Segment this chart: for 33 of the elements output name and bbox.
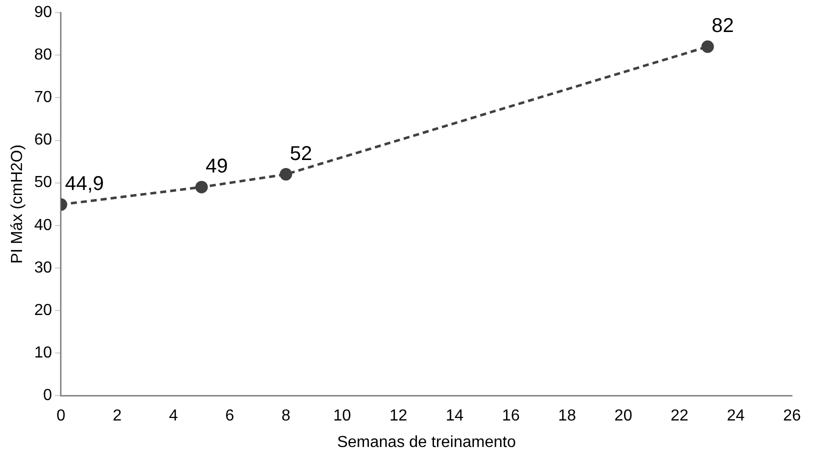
point — [701, 40, 714, 53]
point — [195, 180, 208, 194]
y-tick-label: 90 — [34, 4, 52, 22]
data-label: 52 — [290, 142, 312, 165]
x-tick-label: 22 — [670, 408, 689, 425]
x-axis-title: Semanas de treinamento — [337, 434, 516, 451]
y-tick-label: 50 — [34, 174, 52, 192]
x-tick-label: 4 — [169, 408, 178, 425]
point — [280, 168, 292, 181]
x-tick-label: 10 — [333, 408, 352, 425]
x-tick-label: 0 — [56, 408, 66, 425]
data-label: 82 — [712, 15, 734, 38]
y-axis-title: PI Máx (cmH2O) — [9, 144, 26, 264]
y-tick-label: 60 — [34, 132, 52, 149]
x-tick-label: 20 — [614, 408, 632, 425]
y-tick-label: 70 — [34, 89, 52, 106]
x-tick-label: 26 — [783, 408, 801, 425]
y-tick-label: 80 — [34, 46, 52, 64]
x-tick-label: 12 — [389, 408, 408, 425]
x-tick-label: 18 — [558, 408, 576, 425]
x-tick-label: 14 — [446, 408, 464, 425]
x-tick-label: 8 — [281, 408, 290, 425]
y-tick-label: 10 — [34, 344, 52, 362]
x-tick-label: 16 — [502, 408, 520, 425]
y-tick-label: 40 — [34, 216, 52, 234]
x-tick-label: 2 — [112, 408, 122, 425]
x-tick-label: 6 — [225, 408, 234, 425]
x-tick-label: 24 — [726, 408, 745, 425]
y-tick-label: 30 — [34, 259, 52, 276]
y-tick-label: 20 — [34, 302, 52, 319]
data-label: 44,9 — [64, 173, 104, 196]
y-tick-label: 0 — [43, 387, 52, 404]
data-label: 49 — [206, 156, 228, 178]
